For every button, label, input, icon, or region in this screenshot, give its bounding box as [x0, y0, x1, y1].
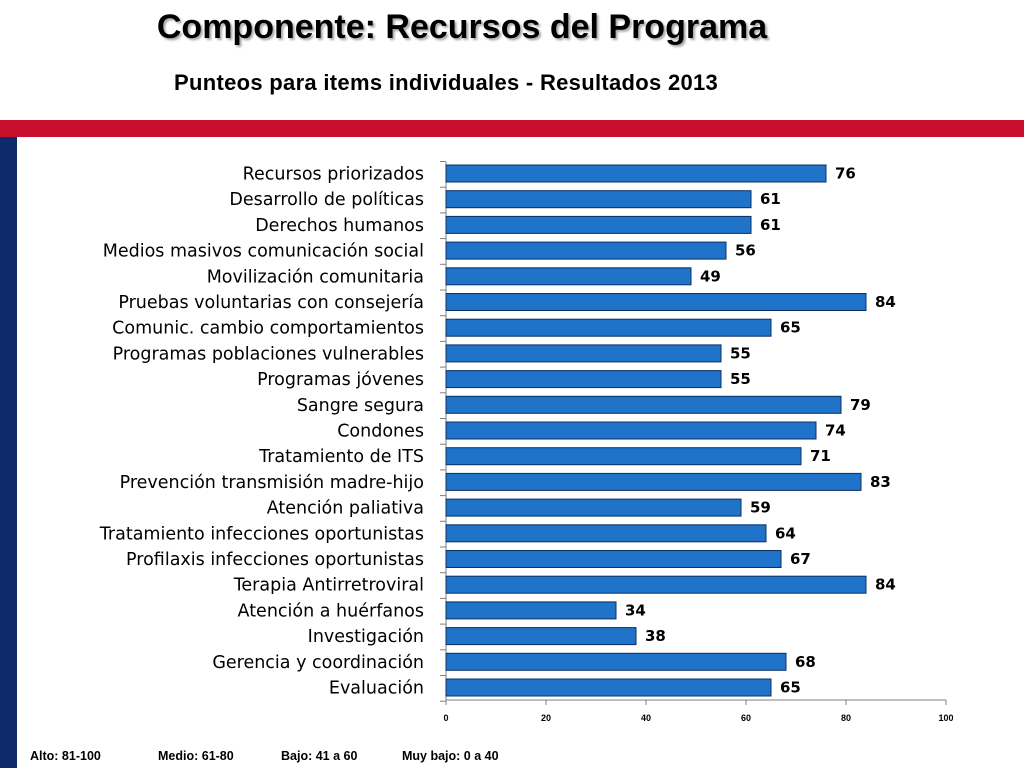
category-label: Sangre segura	[297, 396, 424, 416]
category-label: Atención a huérfanos	[238, 601, 424, 621]
bar	[445, 241, 727, 260]
value-label: 79	[850, 396, 871, 414]
category-label: Medios masivos comunicación social	[103, 242, 424, 262]
category-label: Recursos priorizados	[243, 165, 424, 185]
category-label: Tratamiento infecciones oportunistas	[99, 524, 424, 544]
bar	[445, 344, 722, 363]
category-label: Profilaxis infecciones oportunistas	[126, 550, 424, 570]
bar	[445, 601, 617, 620]
x-tick-label: 80	[841, 713, 851, 723]
value-label: 61	[760, 190, 781, 208]
value-label: 76	[835, 165, 856, 183]
bar	[445, 524, 767, 543]
category-label: Gerencia y coordinación	[212, 653, 424, 673]
bar	[445, 678, 772, 697]
value-label: 61	[760, 216, 781, 234]
bar	[445, 395, 842, 414]
x-tick-label: 100	[938, 713, 953, 723]
x-tick-label: 20	[541, 713, 551, 723]
category-label: Derechos humanos	[255, 216, 424, 236]
category-label: Movilización comunitaria	[207, 267, 424, 287]
legend-muy-bajo: Muy bajo: 0 a 40	[402, 749, 499, 763]
category-label: Pruebas voluntarias con consejería	[118, 293, 424, 313]
category-label: Atención paliativa	[267, 499, 424, 519]
value-label: 55	[730, 370, 751, 388]
bar	[445, 421, 817, 440]
bar	[445, 370, 722, 389]
legend-bajo: Bajo: 41 a 60	[281, 749, 358, 763]
value-label: 64	[775, 524, 796, 542]
category-label: Investigación	[308, 627, 424, 647]
value-label: 59	[750, 499, 771, 517]
legend-alto: Alto: 81-100	[30, 749, 101, 763]
value-label: 65	[780, 679, 801, 697]
value-label: 83	[870, 473, 891, 491]
category-label: Programas poblaciones vulnerables	[113, 344, 424, 364]
bar	[445, 318, 772, 337]
value-label: 84	[875, 576, 896, 594]
bar	[445, 652, 787, 671]
value-label: 74	[825, 422, 846, 440]
value-label: 67	[790, 550, 811, 568]
bar	[445, 164, 827, 183]
red-accent-band	[0, 120, 1024, 137]
bar	[445, 627, 637, 646]
x-tick-label: 40	[641, 713, 651, 723]
value-label: 68	[795, 653, 816, 671]
bar	[445, 550, 782, 568]
category-label: Programas jóvenes	[257, 370, 424, 390]
value-label: 65	[780, 319, 801, 337]
value-label: 49	[700, 267, 721, 285]
bar	[445, 447, 802, 466]
navy-accent-band	[0, 137, 17, 768]
value-label: 34	[625, 601, 646, 619]
bar	[445, 190, 752, 209]
legend-medio: Medio: 61-80	[158, 749, 234, 763]
value-label: 55	[730, 344, 751, 362]
bar-chart: 0 20 40 60 80 100 Recursos priorizados 76 Desarr…	[99, 161, 954, 723]
value-label: 71	[810, 447, 831, 465]
bar	[445, 293, 867, 311]
x-tick-label: 60	[741, 713, 751, 723]
category-label: Prevención transmisión madre-hijo	[120, 473, 424, 493]
value-label: 38	[645, 627, 666, 645]
category-label: Condones	[337, 422, 424, 442]
bar	[445, 498, 742, 517]
category-label: Comunic. cambio comportamientos	[112, 319, 424, 339]
category-label: Evaluación	[329, 679, 424, 699]
category-label: Desarrollo de políticas	[229, 190, 424, 210]
bar	[445, 575, 867, 594]
value-label: 84	[875, 293, 896, 311]
bar	[445, 215, 752, 234]
category-label: Tratamiento de ITS	[258, 447, 424, 467]
bar	[445, 472, 862, 491]
slide-title: Componente: Recursos del Programa	[0, 8, 1024, 47]
value-label: 56	[735, 242, 756, 260]
category-label: Terapia Antirretroviral	[233, 576, 424, 596]
x-tick-label: 0	[443, 713, 448, 723]
slide-title-text: Componente: Recursos del Programa	[156, 8, 768, 46]
bar	[445, 267, 692, 286]
slide-subtitle: Punteos para items individuales - Result…	[174, 70, 719, 95]
